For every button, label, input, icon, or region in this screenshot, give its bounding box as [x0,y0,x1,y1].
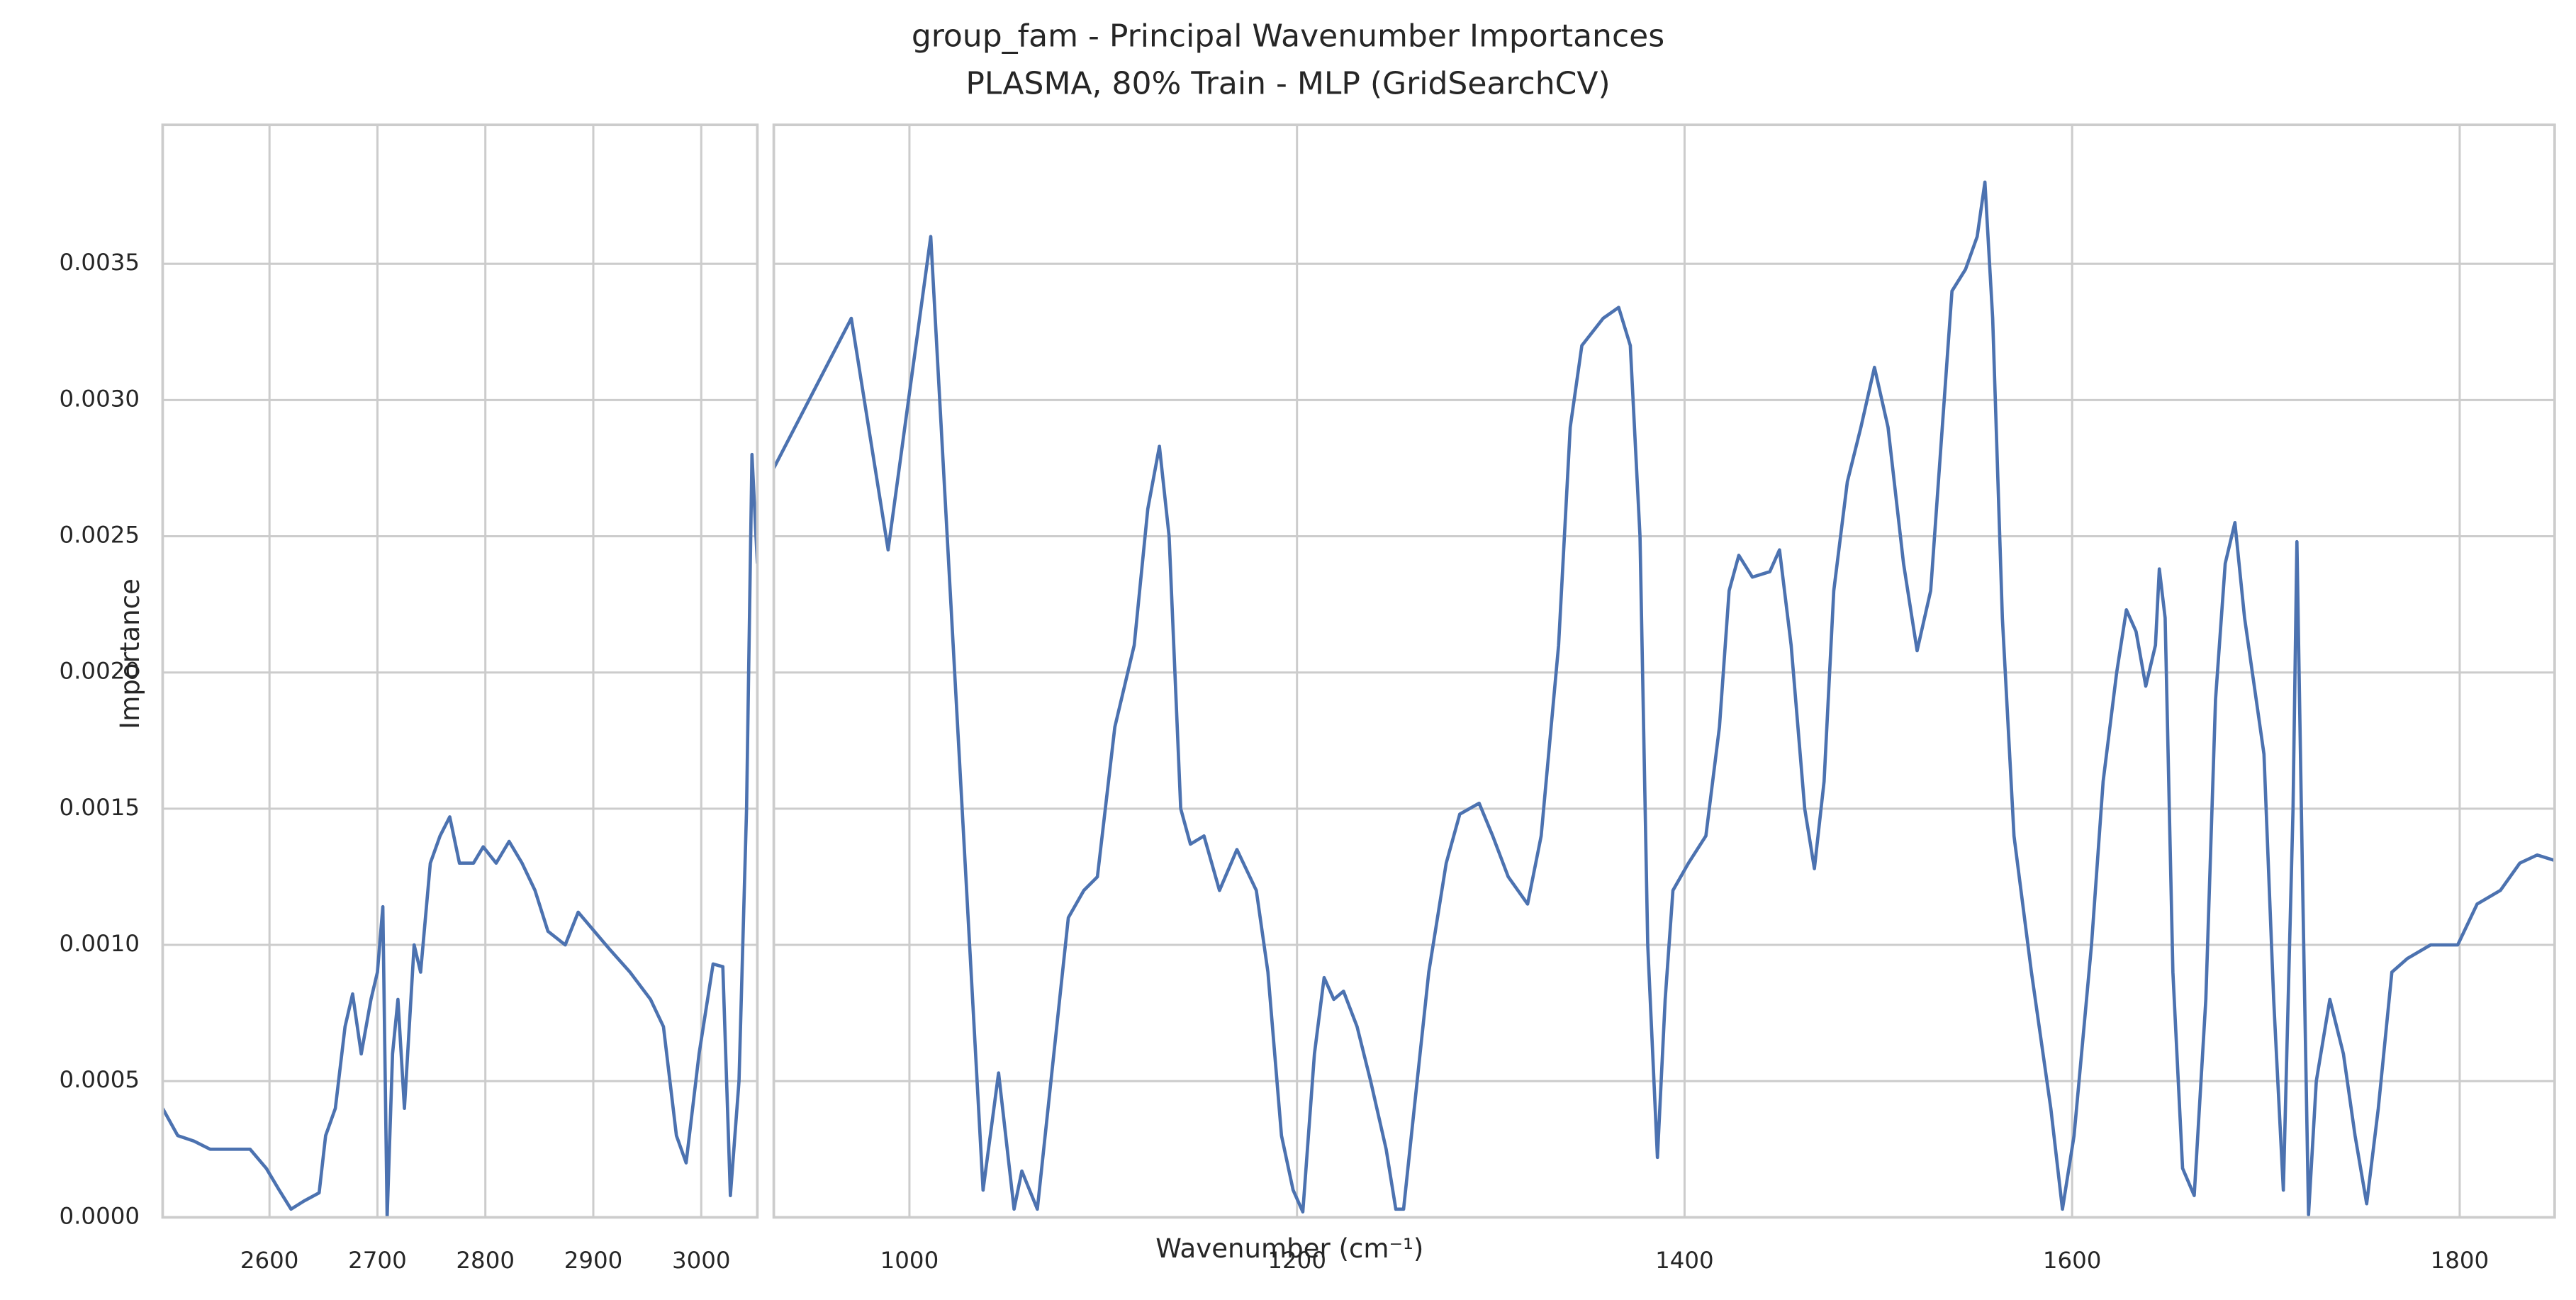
data-line [162,452,758,1218]
y-tick-label: 0.0000 [59,1202,139,1229]
y-tick-label: 0.0005 [59,1066,139,1093]
y-tick-label: 0.0035 [59,249,139,276]
x-tick-label: 1600 [2043,1247,2102,1274]
y-tick-label: 0.0025 [59,522,139,549]
x-tick-label: 2700 [348,1247,407,1274]
y-tick-label: 0.0020 [59,658,139,685]
y-tick-label: 0.0015 [59,794,139,821]
x-tick-label: 3000 [672,1247,731,1274]
axes-frame [161,123,759,1219]
x-tick-label: 2900 [564,1247,623,1274]
x-tick-label: 2800 [456,1247,515,1274]
x-tick-label: 1800 [2431,1247,2490,1274]
y-tick-label: 0.0010 [59,930,139,957]
x-tick-label: 1200 [1267,1247,1326,1274]
x-axis-label: Wavenumber (cm⁻¹) [1155,1233,1423,1264]
y-axis-label: Importance [115,578,145,729]
x-tick-label: 1400 [1655,1247,1714,1274]
x-tick-label: 2600 [240,1247,299,1274]
chart-title: group_fam - Principal Wavenumber Importa… [912,18,1664,54]
axes-frame [772,123,2556,1219]
chart-subtitle: PLASMA, 80% Train - MLP (GridSearchCV) [965,66,1610,102]
data-line [773,180,2555,1216]
y-tick-label: 0.0030 [59,385,139,412]
x-tick-label: 1000 [880,1247,939,1274]
